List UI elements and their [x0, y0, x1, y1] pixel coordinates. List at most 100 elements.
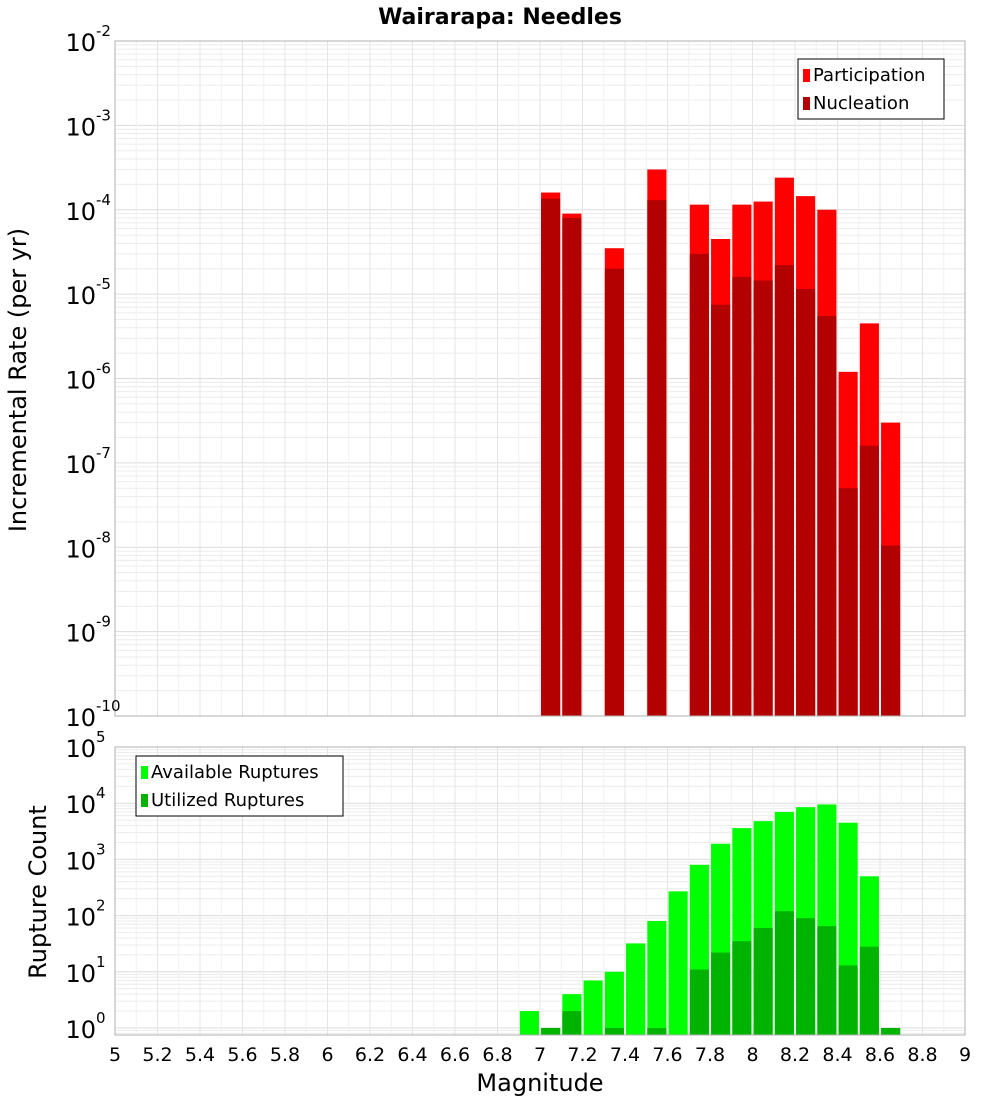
bar-nucleation — [859, 445, 879, 716]
x-tick-label: 7.8 — [695, 1044, 725, 1066]
legend-label: Nucleation — [813, 93, 909, 114]
bar-available-ruptures — [647, 921, 667, 1035]
legend-box — [135, 755, 344, 817]
x-tick-label: 8.8 — [907, 1044, 937, 1066]
x-axis-label: Magnitude — [476, 1069, 603, 1097]
legend: Participation Nucleation — [797, 58, 945, 120]
bar-nucleation — [753, 280, 773, 716]
bar-utilized-ruptures — [562, 1011, 582, 1035]
y-tick-base: 10 — [65, 367, 96, 395]
legend-label: Utilized Ruptures — [151, 790, 304, 811]
x-tick-label: 9 — [959, 1044, 971, 1066]
y-tick-base: 10 — [65, 620, 96, 648]
legend-label: Available Ruptures — [151, 762, 319, 783]
bar-utilized-ruptures — [859, 946, 879, 1035]
x-tick-label: 8 — [746, 1044, 758, 1066]
x-tick-label: 6 — [321, 1044, 333, 1066]
y-tick-exponent: -5 — [96, 275, 111, 293]
bottom-y-axis-label: Rupture Count — [24, 805, 52, 979]
x-tick-label: 5 — [109, 1044, 121, 1066]
x-tick-label: 7.2 — [567, 1044, 597, 1066]
bar-utilized-ruptures — [753, 928, 773, 1035]
legend-label: Participation — [813, 65, 925, 86]
bar-utilized-ruptures — [604, 1027, 624, 1035]
y-tick-label: 10 -2 — [65, 22, 111, 57]
y-tick-base: 10 — [65, 847, 96, 875]
y-tick-label: 10 -8 — [65, 528, 111, 563]
y-tick-label: 10 -3 — [65, 106, 111, 141]
y-tick-label: 10 -4 — [65, 191, 111, 226]
bar-utilized-ruptures — [796, 918, 816, 1035]
bar-nucleation — [796, 289, 816, 716]
x-tick-label: 6.6 — [440, 1044, 470, 1066]
bar-available-ruptures — [583, 980, 603, 1035]
y-tick-exponent: -8 — [96, 528, 111, 546]
bar-utilized-ruptures — [647, 1027, 667, 1035]
bar-nucleation — [562, 217, 582, 716]
y-tick-exponent: 0 — [96, 1009, 106, 1027]
y-tick-exponent: -9 — [96, 613, 111, 631]
bar-utilized-ruptures — [711, 952, 731, 1035]
y-tick-label: 10 3 — [65, 840, 105, 875]
x-tick-label: 8.6 — [865, 1044, 895, 1066]
y-tick-exponent: -6 — [96, 360, 111, 378]
y-tick-base: 10 — [65, 282, 96, 310]
y-tick-exponent: -3 — [96, 106, 111, 124]
bar-utilized-ruptures — [881, 1027, 901, 1035]
y-tick-label: 10 -9 — [65, 613, 111, 648]
bar-nucleation — [732, 276, 752, 716]
x-tick-label: 6.4 — [397, 1044, 427, 1066]
x-tick-label: 7 — [534, 1044, 546, 1066]
bar-utilized-ruptures — [838, 965, 858, 1035]
bar-nucleation — [838, 488, 858, 716]
y-tick-base: 10 — [65, 198, 96, 226]
x-tick-label: 5.4 — [185, 1044, 215, 1066]
bar-nucleation — [711, 304, 731, 716]
y-tick-exponent: 4 — [96, 784, 106, 802]
y-tick-label: 10 -6 — [65, 360, 111, 395]
y-tick-label: 10 -10 — [65, 697, 120, 732]
bar-utilized-ruptures — [732, 941, 752, 1035]
x-tick-label: 5.2 — [142, 1044, 172, 1066]
x-tick-label: 8.4 — [822, 1044, 852, 1066]
legend-swatch — [141, 794, 148, 807]
x-tick-label: 6.2 — [355, 1044, 385, 1066]
y-tick-base: 10 — [65, 960, 96, 988]
y-tick-exponent: 1 — [96, 953, 106, 971]
bar-nucleation — [817, 316, 837, 716]
y-tick-label: 10 4 — [65, 784, 105, 819]
legend-swatch — [803, 69, 810, 82]
bar-utilized-ruptures — [774, 911, 794, 1035]
y-tick-label: 10 2 — [65, 897, 105, 932]
y-tick-base: 10 — [65, 791, 96, 819]
legend: Available Ruptures Utilized Ruptures — [135, 755, 344, 817]
bar-available-ruptures — [604, 971, 624, 1035]
y-tick-base: 10 — [65, 451, 96, 479]
y-tick-label: 10 0 — [65, 1009, 105, 1044]
y-tick-base: 10 — [65, 535, 96, 563]
bar-available-ruptures — [626, 943, 646, 1035]
bar-nucleation — [647, 200, 667, 716]
y-tick-base: 10 — [65, 904, 96, 932]
bar-nucleation — [881, 545, 901, 716]
y-tick-exponent: 5 — [96, 728, 106, 746]
bar-nucleation — [689, 253, 709, 716]
y-tick-exponent: 3 — [96, 840, 106, 858]
y-tick-base: 10 — [65, 735, 96, 763]
plot-frame — [114, 40, 966, 717]
x-tick-label: 6.8 — [482, 1044, 512, 1066]
y-tick-label: 10 -7 — [65, 444, 111, 479]
chart-title: Wairarapa: Needles — [378, 5, 622, 30]
legend-swatch — [803, 97, 810, 110]
plot-frame — [114, 746, 966, 1036]
y-tick-exponent: -10 — [96, 697, 121, 715]
top-y-axis-label: Incremental Rate (per yr) — [4, 228, 32, 532]
y-tick-base: 10 — [65, 704, 96, 732]
x-tick-label: 7.4 — [610, 1044, 640, 1066]
y-tick-exponent: 2 — [96, 897, 106, 915]
bar-utilized-ruptures — [689, 969, 709, 1035]
legend-box — [797, 58, 945, 120]
bar-available-ruptures — [519, 1011, 539, 1035]
